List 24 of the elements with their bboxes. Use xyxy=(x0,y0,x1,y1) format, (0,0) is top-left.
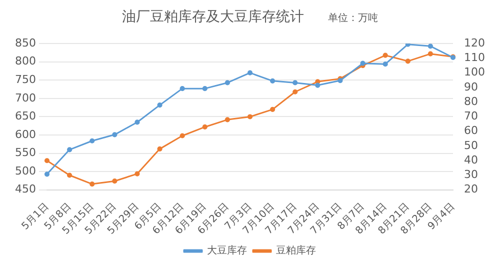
y-tick-label: 700 xyxy=(14,91,36,104)
y-tick-label: 550 xyxy=(14,146,36,160)
y2-tick-label: 100 xyxy=(464,66,486,79)
legend-label: 大豆库存 xyxy=(207,244,247,257)
y2-tick-label: 80 xyxy=(464,94,478,108)
y2-tick-label: 40 xyxy=(464,153,478,166)
y-tick-label: 850 xyxy=(14,36,36,50)
y2-tick-label: 110 xyxy=(464,51,486,64)
y-tick-label: 450 xyxy=(14,182,36,196)
y-tick-label: 650 xyxy=(14,110,36,123)
y-tick-label: 500 xyxy=(14,164,36,178)
y-tick-label: 800 xyxy=(14,54,36,68)
y2-tick-label: 50 xyxy=(464,138,478,152)
y2-tick-label: 120 xyxy=(464,36,486,50)
chart-title: 油厂豆粕库存及大豆库存统计 xyxy=(122,8,304,26)
y2-tick-label: 60 xyxy=(464,124,478,138)
legend-label: 豆粕库存 xyxy=(276,244,316,257)
y-tick-label: 750 xyxy=(14,73,36,86)
chart-subtitle: 单位：万吨 xyxy=(328,12,378,25)
y2-tick-label: 30 xyxy=(464,168,478,182)
y2-tick-label: 90 xyxy=(464,80,478,94)
y2-tick-label: 70 xyxy=(464,110,478,123)
y-tick-label: 600 xyxy=(14,128,36,141)
y2-tick-label: 20 xyxy=(464,182,478,196)
